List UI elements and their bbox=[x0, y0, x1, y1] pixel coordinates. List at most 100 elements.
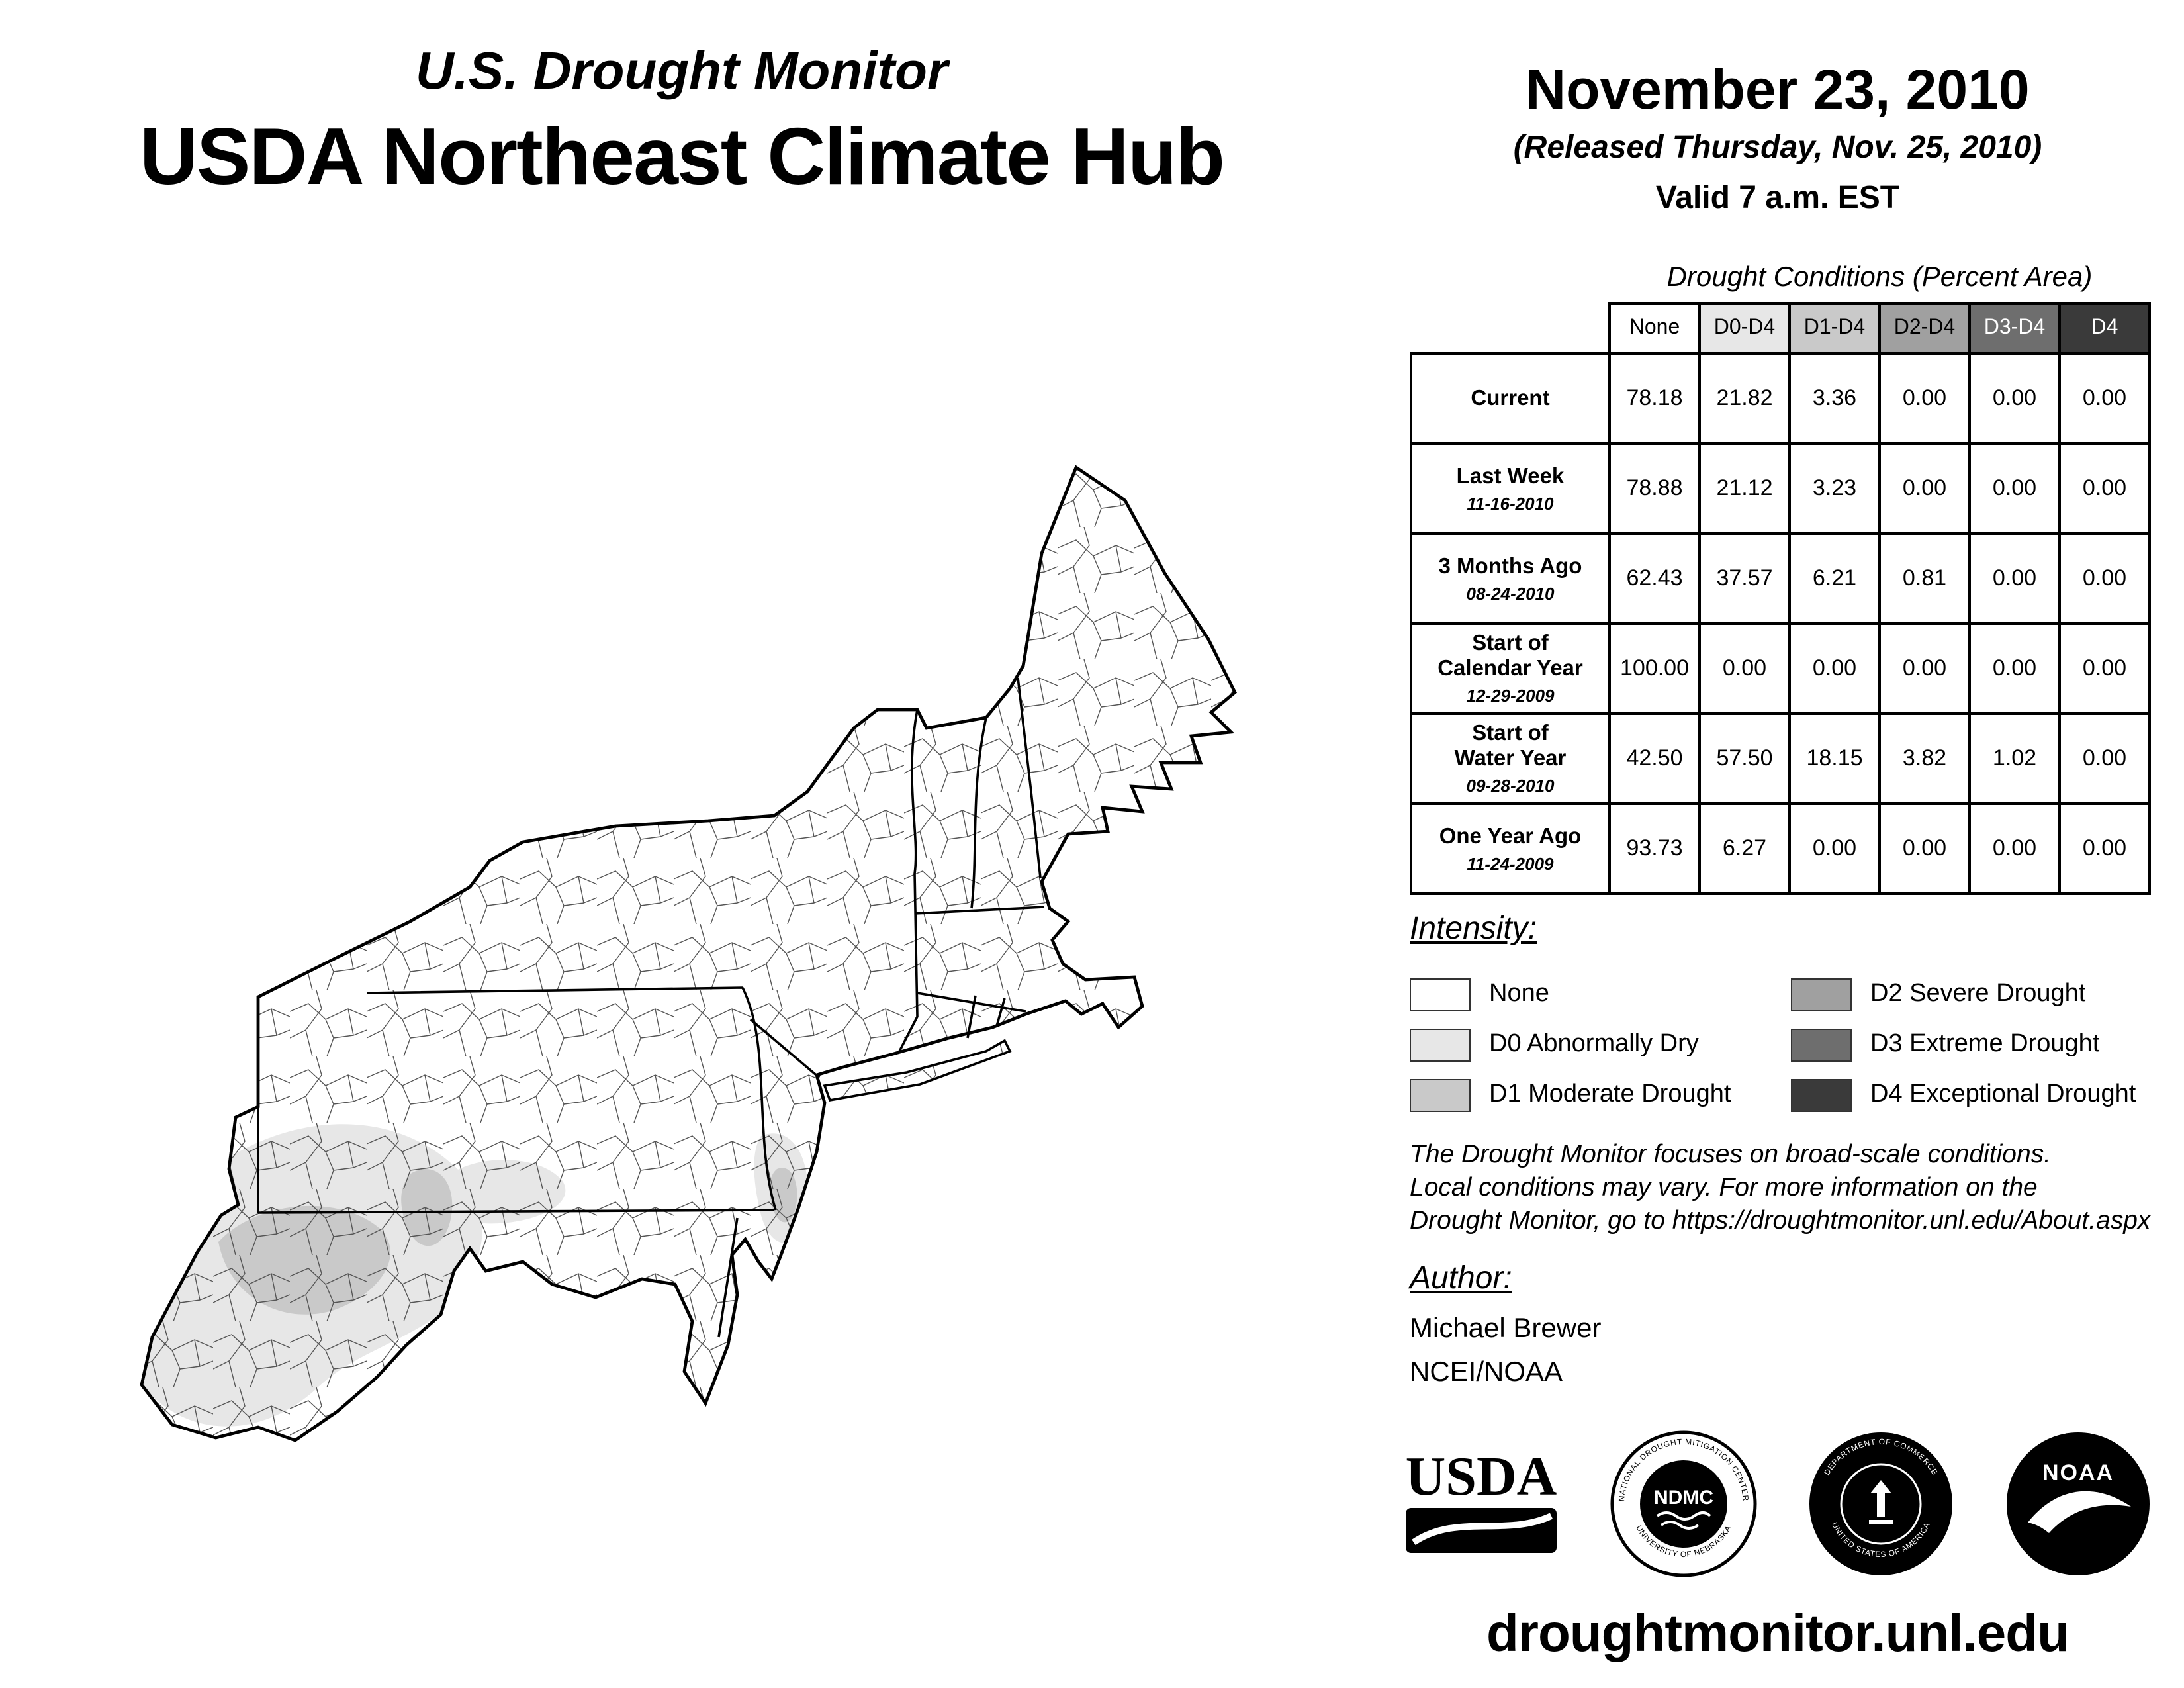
legend-grid: None D0 Abnormally Dry D1 Moderate Droug… bbox=[1410, 969, 2158, 1120]
row-label: One Year Ago 11-24-2009 bbox=[1410, 802, 1611, 895]
value-cell: 0.00 bbox=[1968, 532, 2061, 625]
value-cell: 0.00 bbox=[2058, 532, 2151, 625]
swatch-none bbox=[1410, 978, 1471, 1011]
col-header-d4: D4 bbox=[2058, 302, 2151, 355]
value-cell: 3.23 bbox=[1788, 442, 1881, 535]
value-cell: 0.00 bbox=[2058, 442, 2151, 535]
swatch-d1 bbox=[1410, 1078, 1471, 1111]
value-cell: 0.00 bbox=[1968, 442, 2061, 535]
legend-item-d2: D2 Severe Drought bbox=[1791, 978, 2158, 1011]
noaa-logo: NOAA bbox=[2007, 1432, 2150, 1575]
row-label: Last Week 11-16-2010 bbox=[1410, 442, 1611, 535]
northeast-drought-map bbox=[60, 395, 1304, 1454]
row-label: 3 Months Ago 08-24-2010 bbox=[1410, 532, 1611, 625]
value-cell: 0.00 bbox=[1878, 442, 1971, 535]
disclaimer-line: Local conditions may vary. For more info… bbox=[1410, 1173, 2038, 1202]
legend-item-d0: D0 Abnormally Dry bbox=[1410, 1028, 1791, 1061]
title-block: U.S. Drought Monitor USDA Northeast Clim… bbox=[26, 42, 1337, 203]
state-borders bbox=[257, 677, 1045, 1338]
value-cell: 18.15 bbox=[1788, 712, 1881, 805]
author-org: NCEI/NOAA bbox=[1410, 1357, 1563, 1387]
valid-time: Valid 7 a.m. EST bbox=[1655, 180, 1900, 216]
swatch-d3 bbox=[1791, 1028, 1852, 1061]
value-cell: 0.00 bbox=[2058, 802, 2151, 895]
row-label: Current bbox=[1410, 352, 1611, 445]
long-island bbox=[823, 1039, 1012, 1102]
col-header-none: None bbox=[1608, 302, 1701, 355]
col-header-d0-d4: D0-D4 bbox=[1698, 302, 1791, 355]
release-date: (Released Thursday, Nov. 25, 2010) bbox=[1513, 130, 2042, 165]
table-row-one-year-ago: One Year Ago 11-24-2009 93.73 6.27 0.00 0… bbox=[1410, 802, 2151, 895]
report-date: November 23, 2010 bbox=[1525, 58, 2030, 120]
value-cell: 42.50 bbox=[1608, 712, 1701, 805]
value-cell: 3.82 bbox=[1878, 712, 1971, 805]
date-block: November 23, 2010 (Released Thursday, No… bbox=[1400, 58, 2155, 217]
table-row-current: Current 78.18 21.82 3.36 0.00 0.00 0.00 bbox=[1410, 352, 2151, 445]
value-cell: 21.82 bbox=[1698, 352, 1791, 445]
value-cell: 0.00 bbox=[1878, 352, 1971, 445]
svg-text:NOAA: NOAA bbox=[2042, 1460, 2114, 1485]
value-cell: 78.88 bbox=[1608, 442, 1701, 535]
intensity-legend: Intensity: None D0 Abnormally Dry D1 Mod… bbox=[1410, 911, 2158, 1120]
value-cell: 93.73 bbox=[1608, 802, 1701, 895]
table-row-start-water-year: Start of Water Year 09-28-2010 42.50 57.50… bbox=[1410, 712, 2151, 805]
value-cell: 100.00 bbox=[1608, 622, 1701, 715]
value-cell: 0.00 bbox=[2058, 622, 2151, 715]
value-cell: 57.50 bbox=[1698, 712, 1791, 805]
value-cell: 0.00 bbox=[1968, 622, 2061, 715]
table-corner bbox=[1411, 303, 1610, 353]
legend-item-d3: D3 Extreme Drought bbox=[1791, 1028, 2158, 1061]
disclaimer-line: The Drought Monitor focuses on broad-sca… bbox=[1410, 1140, 2052, 1169]
value-cell: 0.00 bbox=[1968, 352, 2061, 445]
value-cell: 1.02 bbox=[1968, 712, 2061, 805]
value-cell: 0.00 bbox=[1878, 622, 1971, 715]
legend-item-none: None bbox=[1410, 978, 1791, 1011]
value-cell: 0.81 bbox=[1878, 532, 1971, 625]
value-cell: 6.27 bbox=[1698, 802, 1791, 895]
table-caption: Drought Conditions (Percent Area) bbox=[1666, 262, 2093, 293]
table-row-last-week: Last Week 11-16-2010 78.88 21.12 3.23 0.0… bbox=[1410, 442, 2151, 535]
drought-conditions-table: None D0-D4 D1-D4 D2-D4 D3-D4 D4 Current … bbox=[1410, 302, 2151, 895]
report-kicker: U.S. Drought Monitor bbox=[415, 42, 948, 101]
swatch-d2 bbox=[1791, 978, 1852, 1011]
row-label: Start of Water Year 09-28-2010 bbox=[1410, 712, 1611, 805]
value-cell: 78.18 bbox=[1608, 352, 1701, 445]
swatch-d0 bbox=[1410, 1028, 1471, 1061]
county-texture bbox=[142, 467, 1235, 1440]
svg-text:USDA: USDA bbox=[1406, 1446, 1557, 1507]
author-heading: Author: bbox=[1410, 1260, 1512, 1296]
author-block: Author: Michael Brewer NCEI/NOAA bbox=[1410, 1260, 1601, 1389]
legend-heading: Intensity: bbox=[1410, 911, 1537, 947]
value-cell: 6.21 bbox=[1788, 532, 1881, 625]
doc-seal-logo: DEPARTMENT OF COMMERCE UNITED STATES OF … bbox=[1809, 1432, 1952, 1575]
col-header-d2-d4: D2-D4 bbox=[1878, 302, 1971, 355]
value-cell: 0.00 bbox=[1968, 802, 2061, 895]
page-title: USDA Northeast Climate Hub bbox=[139, 111, 1225, 201]
table-header-row: None D0-D4 D1-D4 D2-D4 D3-D4 D4 bbox=[1411, 302, 2151, 355]
value-cell: 0.00 bbox=[2058, 352, 2151, 445]
row-label: Start of Calendar Year 12-29-2009 bbox=[1410, 622, 1611, 715]
author-name: Michael Brewer bbox=[1410, 1313, 1602, 1344]
legend-item-d4: D4 Exceptional Drought bbox=[1791, 1078, 2158, 1111]
col-header-d1-d4: D1-D4 bbox=[1788, 302, 1881, 355]
value-cell: 0.00 bbox=[1698, 622, 1791, 715]
table-row-start-calendar-year: Start of Calendar Year 12-29-2009 100.00 0… bbox=[1410, 622, 2151, 715]
site-url: droughtmonitor.unl.edu bbox=[1486, 1605, 2070, 1663]
table-row-3-months-ago: 3 Months Ago 08-24-2010 62.43 37.57 6.21 … bbox=[1410, 532, 2151, 625]
legend-item-d1: D1 Moderate Drought bbox=[1410, 1078, 1791, 1111]
value-cell: 0.00 bbox=[1788, 622, 1881, 715]
value-cell: 0.00 bbox=[1788, 802, 1881, 895]
usda-logo: USDA bbox=[1406, 1446, 1557, 1553]
col-header-d3-d4: D3-D4 bbox=[1968, 302, 2061, 355]
disclaimer-text: The Drought Monitor focuses on broad-sca… bbox=[1410, 1139, 2150, 1238]
swatch-d4 bbox=[1791, 1078, 1852, 1111]
value-cell: 3.36 bbox=[1788, 352, 1881, 445]
value-cell: 0.00 bbox=[2058, 712, 2151, 805]
value-cell: 37.57 bbox=[1698, 532, 1791, 625]
ndmc-logo: NATIONAL DROUGHT MITIGATION CENTER UNIVE… bbox=[1610, 1430, 1757, 1577]
logo-row: USDA NATIONAL DROUGHT MITIGATION CENTER … bbox=[1403, 1430, 2152, 1578]
value-cell: 0.00 bbox=[1878, 802, 1971, 895]
disclaimer-line: Drought Monitor, go to https://droughtmo… bbox=[1410, 1206, 2151, 1235]
value-cell: 21.12 bbox=[1698, 442, 1791, 535]
